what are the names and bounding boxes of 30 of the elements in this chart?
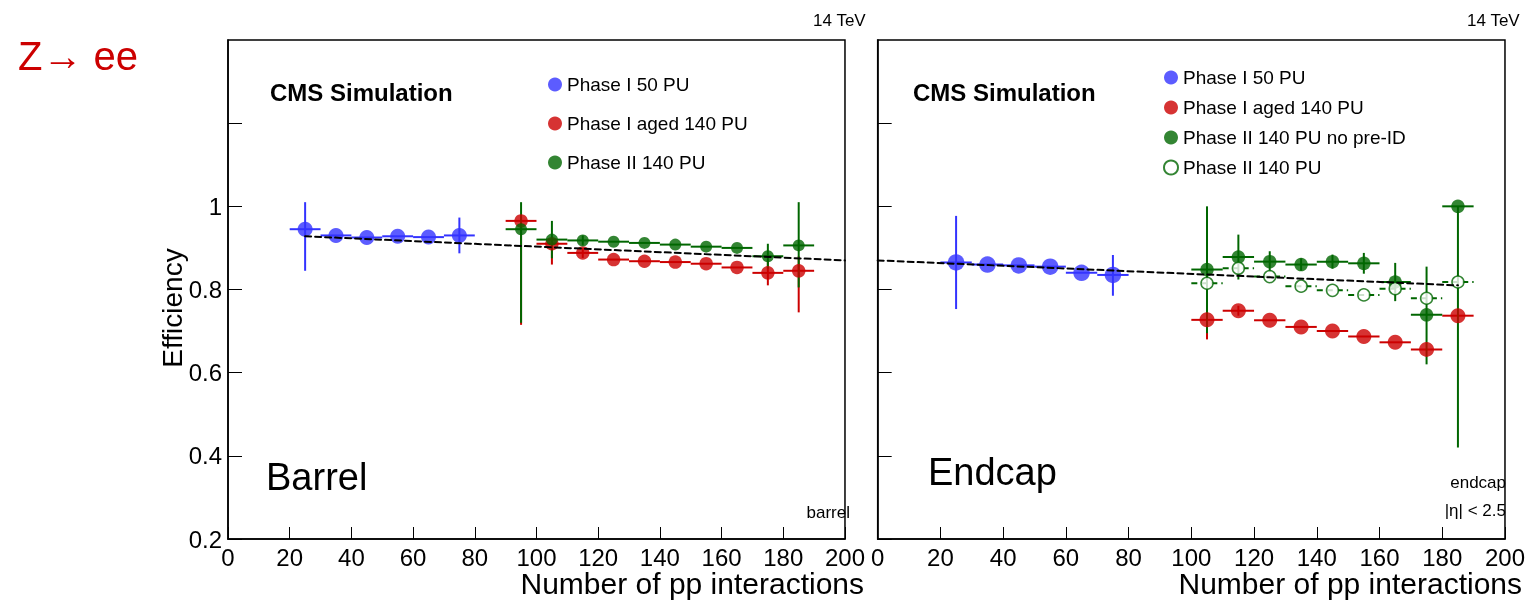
legend-label: Phase II 140 PU (567, 152, 706, 173)
x-tick-label: 40 (989, 543, 1017, 571)
legend-label: Phase I aged 140 PU (567, 113, 748, 134)
y-tick-label: 0.6 (188, 359, 222, 387)
annotation: Barrel (266, 456, 368, 498)
y-axis-title: Efficiency (156, 248, 188, 368)
text: 14 TeV (813, 11, 867, 30)
x-tick-label: 0 (221, 543, 235, 571)
x-tick-label: 60 (1052, 543, 1080, 571)
x-tick-label: 20 (927, 543, 954, 571)
text: 14 TeV (1467, 11, 1521, 30)
y-tick-label: 0.8 (188, 276, 222, 303)
x-tick-label: 80 (461, 543, 489, 571)
annotation: Endcap (928, 451, 1057, 493)
legend-label: Phase I aged 140 PU (1183, 97, 1364, 118)
x-tick-label: 80 (1115, 543, 1142, 571)
x-tick-label: 20 (276, 543, 304, 571)
legend-label: Phase II 140 PU (1183, 157, 1322, 178)
x-tick-label: 40 (338, 543, 365, 571)
legend-label: Phase I 50 PU (567, 74, 690, 95)
text: Z→ ee (18, 34, 139, 78)
legend-label: Phase I 50 PU (1183, 67, 1306, 88)
y-tick-label: 0.4 (188, 442, 222, 470)
annotation: CMS Simulation (913, 78, 1096, 106)
x-tick-label: 60 (399, 543, 427, 571)
y-tick-label: 0.2 (188, 525, 222, 553)
x-tick-label: 0 (870, 543, 885, 571)
annotation: CMS Simulation (270, 78, 453, 106)
legend-label: Phase II 140 PU no pre-ID (1183, 127, 1406, 148)
y-tick-label: 1 (208, 192, 222, 220)
